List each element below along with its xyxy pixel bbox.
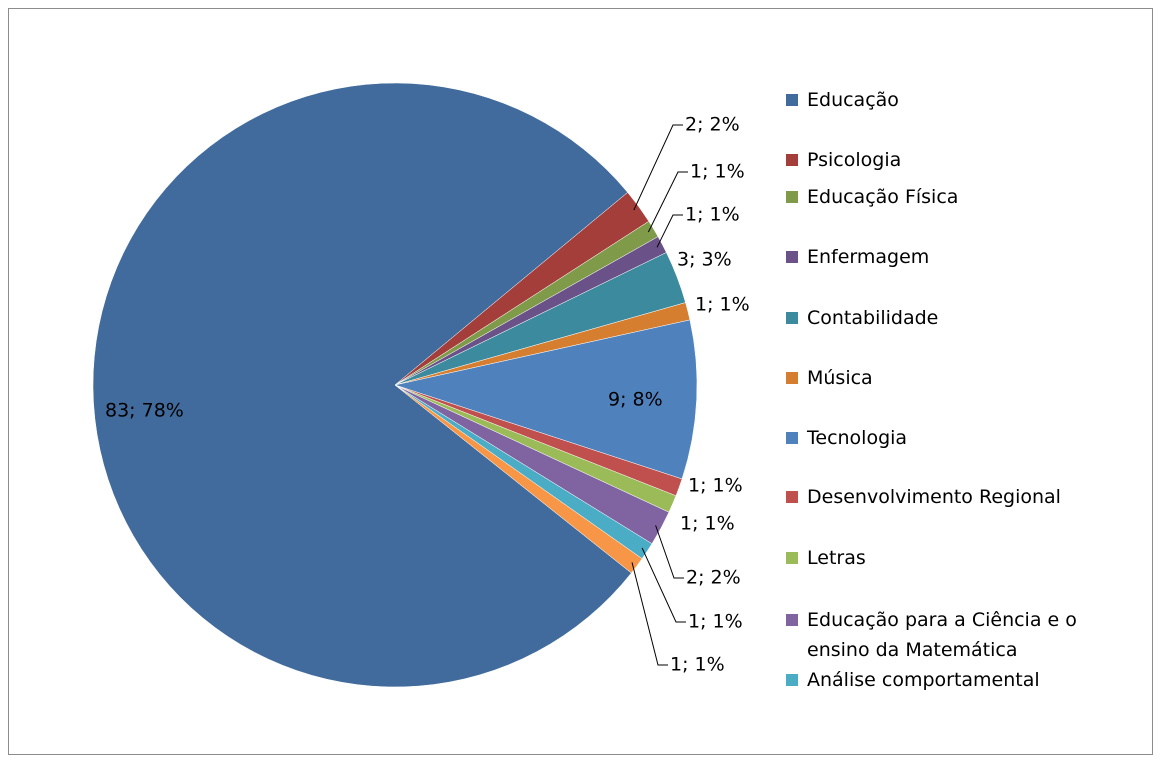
- data-label: 1; 1%: [685, 204, 740, 226]
- leader-line: [655, 525, 684, 579]
- data-label: 83; 78%: [105, 400, 184, 422]
- legend-swatch: [786, 614, 798, 626]
- legend-item: Educação para a Ciência e o ensino da Ma…: [786, 605, 1126, 665]
- legend-label: Enfermagem: [807, 246, 930, 268]
- legend-label: Educação: [807, 89, 899, 111]
- legend-item: Contabilidade: [786, 303, 1126, 333]
- legend-label: Educação Física: [807, 186, 959, 208]
- leader-line: [631, 562, 668, 666]
- data-label: 1; 1%: [680, 513, 735, 535]
- data-label: 2; 2%: [685, 114, 740, 136]
- data-label: 3; 3%: [677, 249, 732, 271]
- legend-swatch: [786, 552, 798, 564]
- legend-label: Análise comportamental: [807, 669, 1040, 691]
- legend-item: Análise comportamental: [786, 665, 1126, 695]
- legend-label: Psicologia: [807, 149, 902, 171]
- leader-line: [633, 124, 683, 211]
- data-label: 2; 2%: [686, 567, 741, 589]
- data-label: 1; 1%: [670, 654, 725, 676]
- legend-swatch: [786, 372, 798, 384]
- legend-label: Letras: [807, 547, 866, 569]
- data-label: 1; 1%: [688, 475, 743, 497]
- data-label: 9; 8%: [608, 389, 663, 411]
- legend-label: Contabilidade: [807, 307, 939, 329]
- legend-item: Música: [786, 363, 1126, 393]
- data-label: 1; 1%: [695, 294, 750, 316]
- leader-line: [641, 547, 686, 623]
- legend-swatch: [786, 251, 798, 263]
- legend-item: Psicologia: [786, 145, 1126, 175]
- legend-swatch: [786, 154, 798, 166]
- legend-item: Educação Física: [786, 182, 1126, 212]
- legend-label: Tecnologia: [807, 427, 908, 449]
- legend-swatch: [786, 674, 798, 686]
- legend-swatch: [786, 432, 798, 444]
- legend-swatch: [786, 94, 798, 106]
- legend-item: Desenvolvimento Regional: [786, 482, 1126, 512]
- legend-item: Letras: [786, 543, 1126, 573]
- legend-swatch: [786, 491, 798, 503]
- leader-line: [647, 171, 688, 233]
- legend-item: Tecnologia: [786, 423, 1126, 453]
- legend-swatch: [786, 191, 798, 203]
- leader-line: [656, 214, 683, 248]
- legend-label: Educação para a Ciência e o ensino da Ma…: [807, 609, 1077, 661]
- pie-slice: [92, 82, 632, 688]
- data-label: 1; 1%: [688, 611, 743, 633]
- pie-slice: [394, 384, 643, 574]
- legend-item: Enfermagem: [786, 242, 1126, 272]
- legend-label: Desenvolvimento Regional: [807, 486, 1061, 508]
- legend-swatch: [786, 312, 798, 324]
- legend-item: Educação: [786, 85, 1126, 115]
- data-label: 1; 1%: [690, 161, 745, 183]
- legend-label: Música: [807, 367, 873, 389]
- pie-slice: [394, 319, 698, 480]
